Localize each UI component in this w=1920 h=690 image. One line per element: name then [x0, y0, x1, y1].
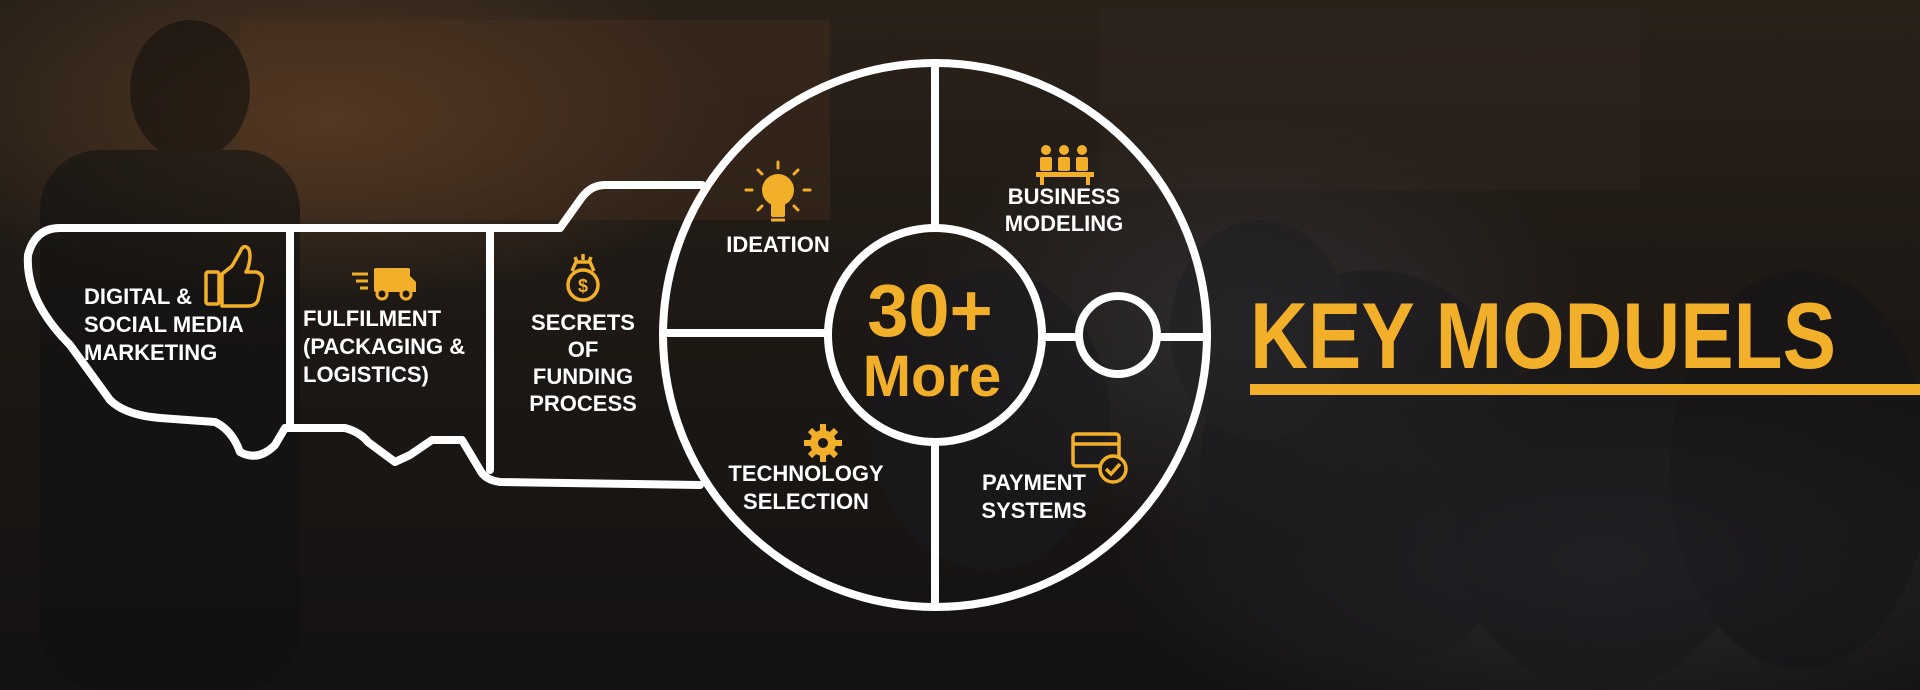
- module-fulfilment: FULFILMENT (PACKAGING & LOGISTICS): [303, 306, 465, 387]
- delivery-truck-icon: [352, 268, 416, 301]
- gear-icon: [804, 424, 842, 462]
- money-bag-icon: $: [566, 254, 600, 302]
- module-label: SOCIAL MEDIA: [84, 312, 244, 337]
- light-bulb-icon: [744, 160, 812, 222]
- page-title: KEY MODUELS: [1250, 283, 1836, 388]
- module-label: SELECTION: [743, 489, 869, 514]
- module-label: OF: [568, 337, 599, 362]
- module-label: MARKETING: [84, 340, 217, 365]
- module-label: FUNDING: [533, 364, 633, 389]
- key-outline: [23, 59, 1211, 611]
- svg-text:$: $: [578, 276, 588, 296]
- background-photo: [40, 10, 1920, 690]
- module-label: DIGITAL &: [84, 284, 192, 309]
- module-payment-systems: PAYMENT SYSTEMS: [981, 470, 1086, 523]
- title-underline: [1250, 384, 1920, 395]
- thumbs-up-icon: [204, 244, 265, 308]
- module-label: SECRETS: [531, 310, 635, 335]
- module-digital-marketing: DIGITAL & SOCIAL MEDIA MARKETING: [84, 284, 244, 365]
- module-label: PAYMENT: [982, 470, 1086, 495]
- module-label: TECHNOLOGY: [728, 461, 884, 486]
- center-count: 30+ More: [863, 269, 1002, 409]
- module-ideation: IDEATION: [726, 232, 829, 257]
- module-label: MODELING: [1005, 211, 1124, 236]
- module-label: LOGISTICS): [303, 362, 429, 387]
- module-label: IDEATION: [726, 232, 829, 257]
- module-funding: SECRETS OF FUNDING PROCESS: [529, 310, 637, 416]
- meeting-icon: [1036, 145, 1094, 185]
- module-label: BUSINESS: [1008, 184, 1120, 209]
- module-label: FULFILMENT: [303, 306, 442, 331]
- center-count-number: 30+: [867, 269, 993, 352]
- module-technology-selection: TECHNOLOGY SELECTION: [728, 461, 884, 514]
- module-label: PROCESS: [529, 391, 637, 416]
- credit-card-icon: [1071, 432, 1128, 484]
- center-count-text: More: [863, 344, 1002, 409]
- module-label: SYSTEMS: [981, 498, 1086, 523]
- module-business-modeling: BUSINESS MODELING: [1005, 184, 1124, 236]
- module-label: (PACKAGING &: [303, 334, 465, 359]
